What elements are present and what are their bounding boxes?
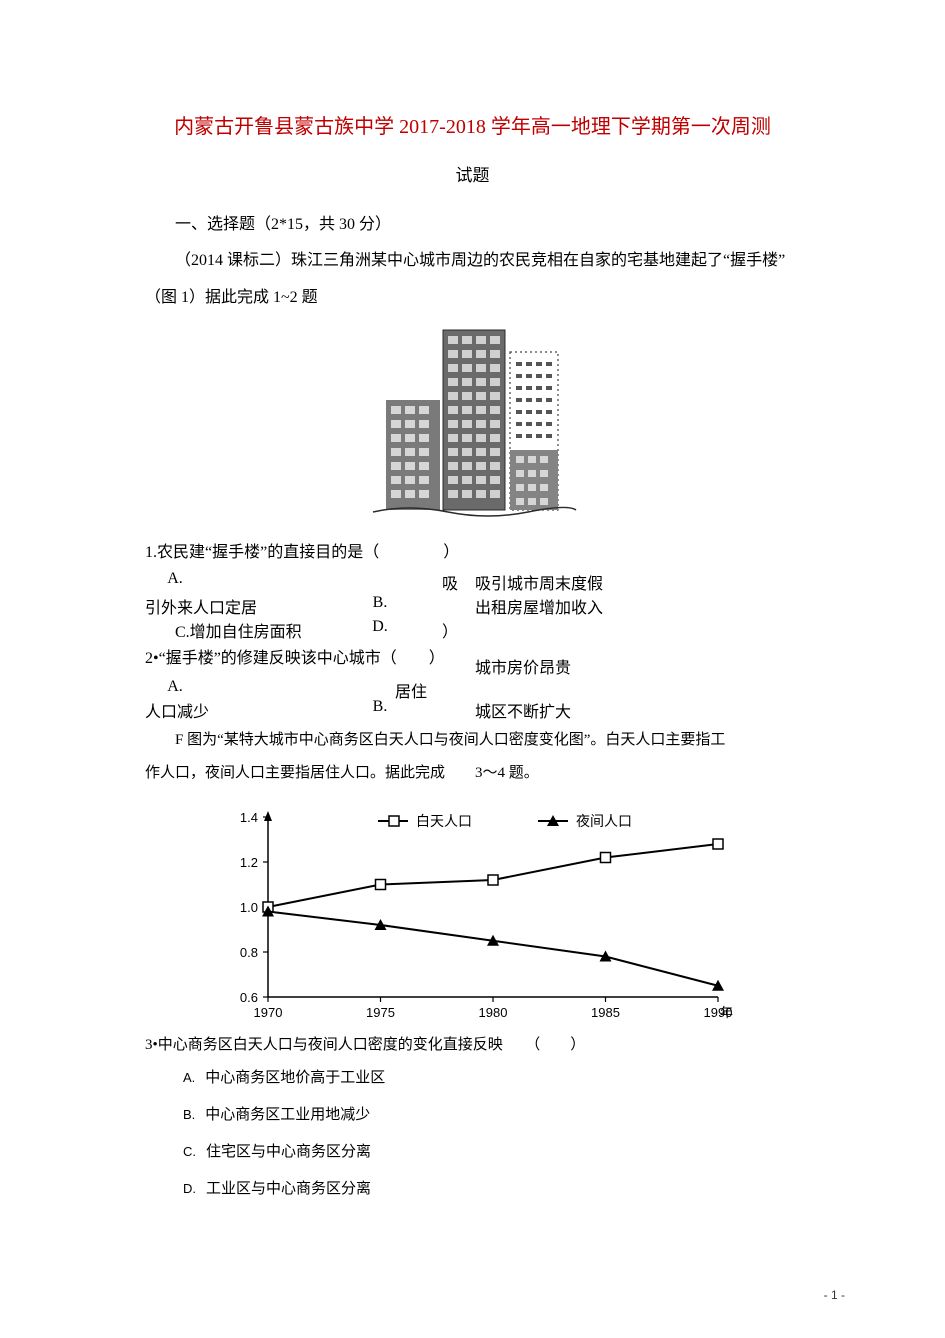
- q2-optB-label: B.: [335, 698, 425, 722]
- q1-optD-label: D.: [335, 618, 425, 642]
- svg-text:1970: 1970: [253, 1005, 282, 1020]
- q2-optA-post: 人口减少: [145, 698, 335, 722]
- svg-text:1975: 1975: [366, 1005, 395, 1020]
- q1-options-row1: A. 吸 吸引城市周末度假: [145, 570, 800, 594]
- q1-optB-label: B.: [335, 594, 425, 618]
- q1-options-row3: C.增加自住房面积 D. ）: [145, 618, 800, 642]
- svg-text:夜间人口: 夜间人口: [576, 814, 632, 830]
- context3-line2: 作人口，夜间人口主要指居住人口。据此完成 3～4 题。: [145, 759, 800, 788]
- q1-optC: C.增加自住房面积: [145, 618, 335, 642]
- context3-line1: F 图为“某特大城市中心商务区白天人口与夜间人口密度变化图”。白天人口主要指工: [145, 726, 800, 755]
- svg-text:1.2: 1.2: [239, 855, 257, 870]
- q1-options-row2: 引外来人口定居 B. 出租房屋增加收入: [145, 594, 800, 618]
- q3-optD: D.工业区与中心商务区分离: [183, 1177, 800, 1198]
- svg-text:1980: 1980: [478, 1005, 507, 1020]
- svg-text:0.6: 0.6: [239, 990, 257, 1005]
- q1-optB-text: 吸引城市周末度假: [475, 570, 800, 594]
- svg-text:1.4: 1.4: [239, 810, 257, 825]
- q3-optA: A.中心商务区地价高于工业区: [183, 1066, 800, 1087]
- svg-text:白天人口: 白天人口: [416, 814, 472, 830]
- context-line-1: （2014 课标二）珠江三角洲某中心城市周边的农民竞相在自家的宅基地建起了“握手…: [175, 248, 800, 274]
- page-number: - 1 -: [824, 1288, 845, 1302]
- q1-optA-label: A.: [145, 570, 205, 594]
- q3-options: A.中心商务区地价高于工业区 B.中心商务区工业用地减少 C.住宅区与中心商务区…: [145, 1066, 800, 1198]
- page-subtitle: 试题: [145, 161, 800, 186]
- q1-stem: 1.农民建“握手楼”的直接目的是（ ）: [145, 538, 800, 562]
- svg-text:年: 年: [720, 1005, 733, 1020]
- q3-optC: C.住宅区与中心商务区分离: [183, 1140, 800, 1161]
- q1-optA-post: 引外来人口定居: [145, 594, 335, 618]
- section-header: 一、选择题（2*15，共 30 分）: [175, 210, 800, 234]
- q3-optB: B.中心商务区工业用地减少: [183, 1103, 800, 1124]
- q1-optD-text: 出租房屋增加收入: [475, 594, 800, 618]
- q2-optB-text: 城市房价昂贵: [475, 654, 800, 678]
- context-line-2: （图 1）据此完成 1~2 题: [145, 284, 800, 313]
- q2-options-row0: 城市房价昂贵: [145, 654, 800, 678]
- page-title: 内蒙古开鲁县蒙古族中学 2017-2018 学年高一地理下学期第一次周测: [145, 110, 800, 139]
- q1-optA-pre: 吸: [425, 570, 475, 594]
- building-image: [368, 322, 578, 522]
- q2-optD-text: 城区不断扩大: [475, 698, 800, 722]
- svg-text:1.0: 1.0: [239, 900, 257, 915]
- svg-text:1985: 1985: [591, 1005, 620, 1020]
- q3-stem: 3•中心商务区白天人口与夜间人口密度的变化直接反映 （ ）: [145, 1033, 800, 1054]
- population-density-chart: 0.60.81.01.21.419701975198019851990年白天人口…: [208, 797, 738, 1027]
- svg-text:0.8: 0.8: [239, 945, 257, 960]
- q2-options-row2: 人口减少 B. 城区不断扩大: [145, 698, 800, 722]
